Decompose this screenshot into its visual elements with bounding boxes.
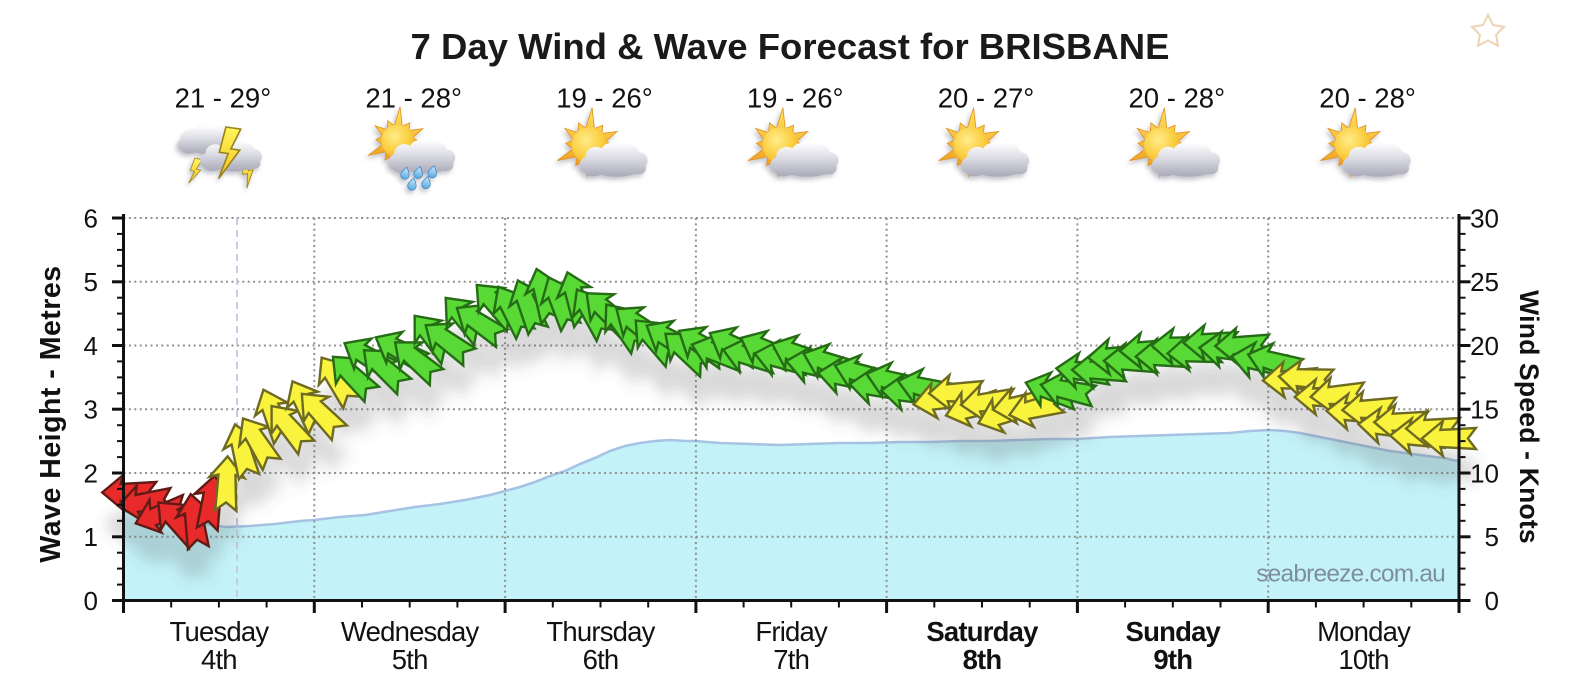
svg-text:6th: 6th [583,644,619,675]
svg-text:20 - 27°: 20 - 27° [938,83,1035,114]
svg-text:1: 1 [84,522,98,552]
svg-text:7 Day Wind & Wave Forecast for: 7 Day Wind & Wave Forecast for BRISBANE [411,26,1170,67]
svg-text:3: 3 [84,395,98,425]
svg-text:0: 0 [1485,586,1499,616]
svg-text:seabreeze.com.au: seabreeze.com.au [1256,561,1445,588]
svg-text:8th: 8th [963,644,1002,675]
svg-text:Wind Speed - Knots: Wind Speed - Knots [1514,290,1544,544]
svg-text:6: 6 [84,203,98,233]
svg-text:0: 0 [84,586,98,616]
svg-text:10: 10 [1470,458,1499,488]
svg-text:15: 15 [1470,395,1499,425]
svg-text:Monday: Monday [1317,616,1411,647]
svg-text:4th: 4th [201,644,237,675]
svg-text:10th: 10th [1338,644,1388,675]
svg-text:19 - 26°: 19 - 26° [556,83,653,114]
svg-text:20 - 28°: 20 - 28° [1319,83,1416,114]
svg-text:9th: 9th [1153,644,1192,675]
svg-text:19 - 26°: 19 - 26° [747,83,844,114]
svg-text:7th: 7th [773,644,809,675]
svg-text:5: 5 [84,267,98,297]
svg-text:Sunday: Sunday [1126,616,1222,647]
svg-text:30: 30 [1470,203,1499,233]
svg-text:21 - 28°: 21 - 28° [365,83,462,114]
svg-text:2: 2 [84,458,98,488]
svg-text:4: 4 [84,331,98,361]
svg-text:20: 20 [1470,331,1499,361]
svg-text:5: 5 [1485,522,1499,552]
svg-text:Tuesday: Tuesday [169,616,269,647]
svg-text:21 - 29°: 21 - 29° [175,83,272,114]
svg-text:25: 25 [1470,267,1499,297]
svg-text:20 - 28°: 20 - 28° [1128,83,1225,114]
svg-text:5th: 5th [392,644,428,675]
svg-text:Wednesday: Wednesday [341,616,480,647]
svg-text:Friday: Friday [755,616,828,647]
svg-text:Saturday: Saturday [926,616,1039,647]
svg-text:Thursday: Thursday [546,616,655,647]
svg-text:Wave Height - Metres: Wave Height - Metres [35,265,67,562]
